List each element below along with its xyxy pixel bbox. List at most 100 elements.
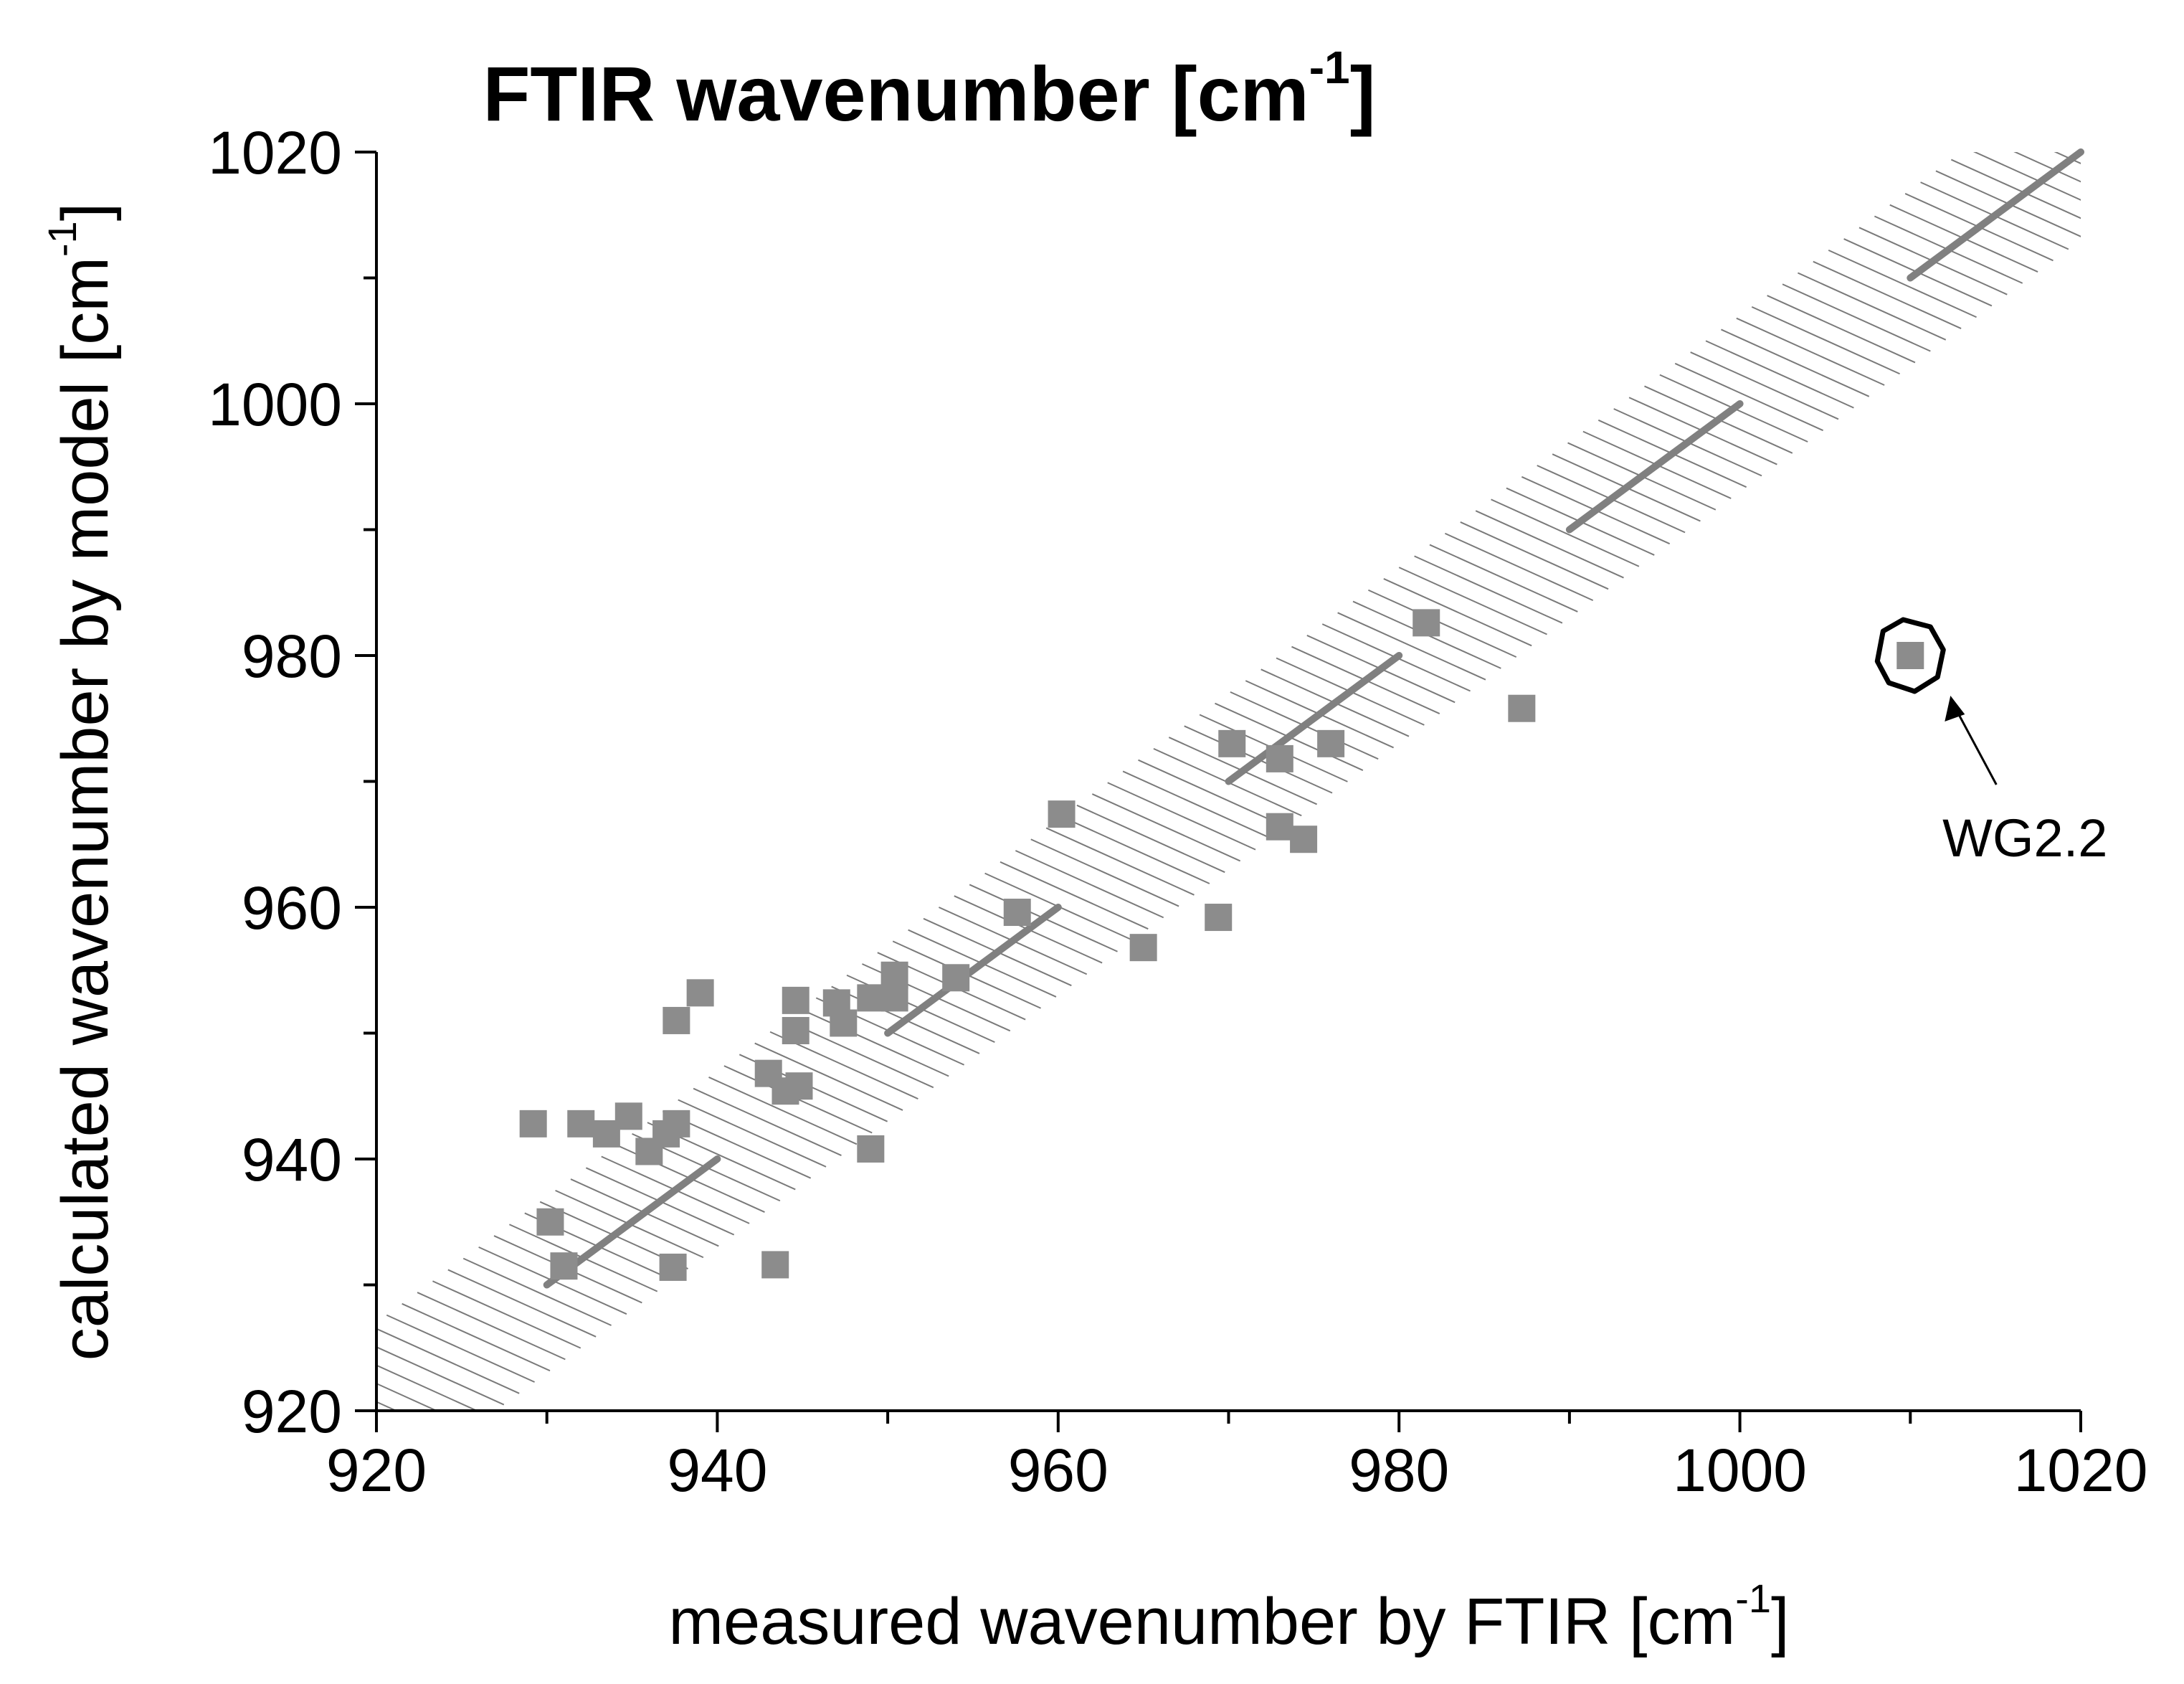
hatch-line <box>1429 544 1578 612</box>
chart-title-close: ] <box>1350 50 1376 137</box>
y-tick-label: 940 <box>242 1126 342 1193</box>
hatch-line <box>386 1314 535 1383</box>
hatch-line <box>1690 351 1839 420</box>
data-point <box>942 964 970 992</box>
data-point <box>1896 642 1924 669</box>
x-axis-ticks: 920 940 960 980 1000 1020 <box>326 1411 2148 1504</box>
reference-lines <box>543 148 2084 1289</box>
y-tick-label: 980 <box>242 623 342 690</box>
hatch-line <box>1767 295 1916 364</box>
reference-segment-5 <box>1907 148 2084 282</box>
data-point <box>880 961 908 989</box>
data-point <box>1003 899 1031 927</box>
hatch-line <box>1122 770 1271 839</box>
y-axis-label-sup: -1 <box>39 221 85 257</box>
hatch-line <box>1798 272 1947 341</box>
data-point <box>761 1251 789 1279</box>
hatch-line <box>1061 815 1210 884</box>
annotation-label: WG2.2 <box>1942 808 2107 868</box>
hatch-line <box>376 1364 479 1411</box>
hatch-line <box>172 1474 320 1541</box>
data-point <box>782 986 809 1014</box>
hatch-line <box>1491 498 1640 567</box>
reference-segment-3 <box>1225 652 1403 785</box>
data-point <box>1218 729 1246 757</box>
reference-segment-2 <box>884 904 1062 1037</box>
hatch-line <box>1414 555 1563 624</box>
data-points <box>519 609 1924 1281</box>
data-point <box>830 1009 858 1037</box>
x-tick-label: 980 <box>1349 1437 1449 1504</box>
hatch-line <box>1751 306 1900 375</box>
hatch-line <box>417 1292 566 1361</box>
hatch-line <box>187 1462 335 1529</box>
annotation-wg22: WG2.2 <box>1874 617 2107 868</box>
hatch-line <box>1383 578 1532 647</box>
hatch-line <box>376 1346 505 1406</box>
data-point <box>686 979 714 1007</box>
hatch-line <box>1015 850 1164 919</box>
data-point <box>550 1252 578 1280</box>
hatch-line <box>678 1099 827 1168</box>
hatch-line <box>1782 283 1931 352</box>
hatch-line <box>2059 80 2184 147</box>
hatch-line <box>1138 759 1287 828</box>
y-axis-label-close: ] <box>49 203 122 222</box>
annotation-arrowhead <box>1945 696 1965 722</box>
data-point <box>567 1110 595 1137</box>
hatch-line <box>1705 340 1854 409</box>
hatch-line <box>1813 260 1962 329</box>
data-point <box>785 1072 813 1100</box>
hatch-line <box>1460 521 1609 590</box>
hatch-line <box>462 1257 612 1326</box>
hatch-line <box>1337 612 1486 681</box>
y-axis-label-main: calculated wavenumber by model [cm <box>49 257 122 1361</box>
hatch-line <box>1091 793 1241 862</box>
hatch-line <box>1674 362 1824 432</box>
hatch-line <box>1368 589 1517 658</box>
hatch-line <box>402 1302 551 1372</box>
hatch-line <box>1721 328 1870 397</box>
hatch-line <box>1444 532 1594 602</box>
x-tick-label: 1020 <box>2014 1437 2148 1504</box>
chart-title-main: FTIR wavenumber [cm <box>483 50 1309 137</box>
x-axis-label-close: ] <box>1771 1585 1790 1658</box>
x-tick-label: 1000 <box>1673 1437 1807 1504</box>
hatch-line <box>2089 57 2184 124</box>
chart-title-sup: -1 <box>1309 42 1350 93</box>
data-point <box>519 1110 547 1137</box>
data-point <box>1266 744 1293 772</box>
hatch-line <box>376 1382 439 1411</box>
hatch-line <box>708 1077 858 1145</box>
chart-title: FTIR wavenumber [cm-1] <box>483 42 1375 137</box>
hatch-line <box>1107 782 1256 851</box>
data-point <box>782 1016 809 1044</box>
hatch-line <box>785 1020 934 1089</box>
hatch-line <box>1045 827 1195 896</box>
data-point <box>1413 609 1440 637</box>
hatch-line <box>1828 249 1977 318</box>
x-tick-label: 920 <box>326 1437 427 1504</box>
reference-segment-4 <box>1565 400 1744 534</box>
data-point <box>536 1208 564 1236</box>
data-point <box>1290 826 1318 853</box>
data-point <box>857 984 885 1012</box>
data-point <box>663 1110 690 1137</box>
hatch-line <box>432 1280 581 1349</box>
hatch-line <box>1398 567 1547 635</box>
y-tick-label: 1000 <box>208 371 342 438</box>
data-point <box>1205 904 1233 932</box>
y-tick-label: 960 <box>242 874 342 942</box>
data-point <box>857 1135 885 1163</box>
hatch-line <box>376 1401 398 1411</box>
band-hatching <box>172 57 2184 1541</box>
hatch-line <box>1000 861 1149 930</box>
x-tick-label: 940 <box>667 1437 767 1504</box>
x-axis-label: measured wavenumber by FTIR [cm-1] <box>668 1576 1789 1658</box>
data-point <box>1048 800 1076 828</box>
y-axis-label: calculated wavenumber by model [cm-1] <box>39 203 122 1361</box>
hatch-line <box>2074 69 2184 136</box>
hatch-line <box>2013 114 2160 181</box>
x-axis-label-main: measured wavenumber by FTIR [cm <box>668 1585 1735 1658</box>
